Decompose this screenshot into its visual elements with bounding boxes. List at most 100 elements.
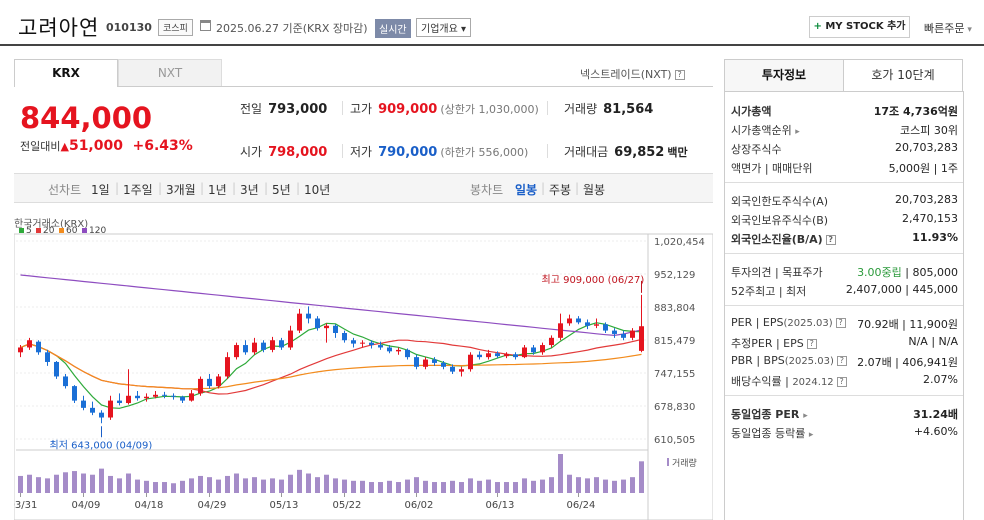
help-icon[interactable]: ? [836,377,847,387]
foreign-ratio-row: 외국인소진율(B/A)? 11.93% [731,229,958,247]
est-per-row: 추정PER | EPS? N/A | N/A [731,333,958,351]
volume-bar [468,478,473,493]
industry-per-row[interactable]: 동일업종 PER ▸ 31.24배 [731,404,958,422]
period-3m[interactable]: 3개월 [166,183,196,197]
candle-body [261,342,266,350]
opinion-value: 3.00중립 [857,266,902,279]
volume-bar [441,482,446,493]
volume-bar [612,480,617,493]
panel-tabs: 투자정보 호가 10단계 [724,59,964,92]
candle-monthly[interactable]: 월봉 [583,183,606,197]
divider: | [264,181,269,195]
candle-body [324,325,329,329]
target-price: 805,000 [912,266,959,279]
chart-canvas[interactable]: 1,020,454 952,129 883,804 815,479 747,155 678… [14,210,713,520]
ma60-swatch [59,228,64,233]
high-value: 909,000 [378,102,438,117]
divider [547,144,548,158]
volume-bar [351,480,356,493]
candle-body [207,378,212,387]
change-label: 전일대비 [20,140,61,153]
dividend-value: 2.07% [923,373,958,386]
volume-bar [513,482,518,493]
volume-bar [567,474,572,493]
foreign-limit-value: 20,703,283 [895,193,958,206]
chart-frame [14,233,713,520]
candle-body [162,394,167,396]
industry-rate-row[interactable]: 동일업종 등락률 ▸ +4.60% [731,423,958,441]
help-icon[interactable]: ? [674,70,685,80]
period-1y[interactable]: 1년 [208,183,227,197]
tab-hoga-10[interactable]: 호가 10단계 [843,59,963,92]
dividend-row: 배당수익률 | 2024.12? 2.07% [731,373,958,388]
pbr-period: (2025.03) [784,356,834,367]
tab-krx[interactable]: KRX [14,59,118,87]
volume-bar [432,482,437,493]
divider [725,253,963,254]
volume-bar [639,461,644,493]
volume-bar [324,474,329,493]
divider [725,182,963,183]
volume-bar [54,474,59,493]
period-10y[interactable]: 10년 [304,183,331,197]
mystock-add-button[interactable]: + MY STOCK 추가 [809,16,910,38]
volume-bar [288,474,293,493]
chevron-down-icon: ▾ [461,24,467,35]
low-price: 저가 790,000 (하한가 556,000) [350,143,528,160]
candle-body [630,330,635,338]
ma5-label: 5 [26,226,32,236]
candle-body [585,322,590,326]
volume-bar [144,480,149,493]
candle-body [90,407,95,413]
volume-bar [252,477,257,493]
candle-body [315,318,320,329]
market-cap-rank-row[interactable]: 시가총액순위 ▸ 코스피 30위 [731,120,958,138]
market-cap-rank-value: 코스피 30위 [900,124,958,137]
help-icon[interactable]: ? [825,235,836,245]
candle-body [594,324,599,326]
candle-daily[interactable]: 일봉 [515,183,538,197]
tab-invest-info[interactable]: 투자정보 [724,59,844,92]
company-info-dropdown[interactable]: 기업개요 ▾ [416,18,472,37]
x-tick-label: 05/13 [270,500,299,511]
stock-code: 010130 [106,21,152,34]
help-icon[interactable]: ? [806,339,817,349]
realtime-button[interactable]: 실시간 [375,19,411,38]
nxt-link[interactable]: 넥스트레이드(NXT)? [580,66,685,82]
stock-name: 고려아연 [18,16,100,40]
period-5y[interactable]: 5년 [272,183,291,197]
divider [342,101,343,115]
volume-bar [171,483,176,493]
candle-body [234,345,239,358]
candle-chart-label: 봉차트 [470,183,504,197]
help-icon[interactable]: ? [836,356,847,366]
volume-bar [558,454,563,493]
help-icon[interactable]: ? [835,318,846,328]
candle-body [405,349,410,358]
change-value: 51,000 [68,138,123,154]
candle-body [27,340,32,348]
foreign-limit-label: 외국인한도주식수(A) [731,195,829,208]
volume-bar [486,479,491,493]
period-1d[interactable]: 1일 [91,183,110,197]
candle-body [459,369,464,372]
candle-body [504,354,509,357]
ma-legend-20: 20 [36,226,54,236]
volume-bar [387,480,392,493]
mystock-label: MY STOCK 추가 [825,21,906,32]
volume-bar [459,482,464,493]
candle-body [198,378,203,394]
market-cap-rank-label: 시가총액순위 [731,124,792,137]
candle-body [153,394,158,397]
period-1w[interactable]: 1주일 [123,183,153,197]
chart-source: 한국거래소(KRX) [14,219,89,230]
tab-nxt[interactable]: NXT [118,59,222,87]
period-3y[interactable]: 3년 [240,183,259,197]
quick-order-button[interactable]: 빠른주문 ▾ [924,20,972,36]
open-value: 798,000 [268,145,328,160]
candle-weekly[interactable]: 주봉 [549,183,572,197]
volume-bar [504,482,509,493]
volume-legend-swatch [667,458,669,466]
candle-body [288,330,293,348]
divider: | [200,181,205,195]
